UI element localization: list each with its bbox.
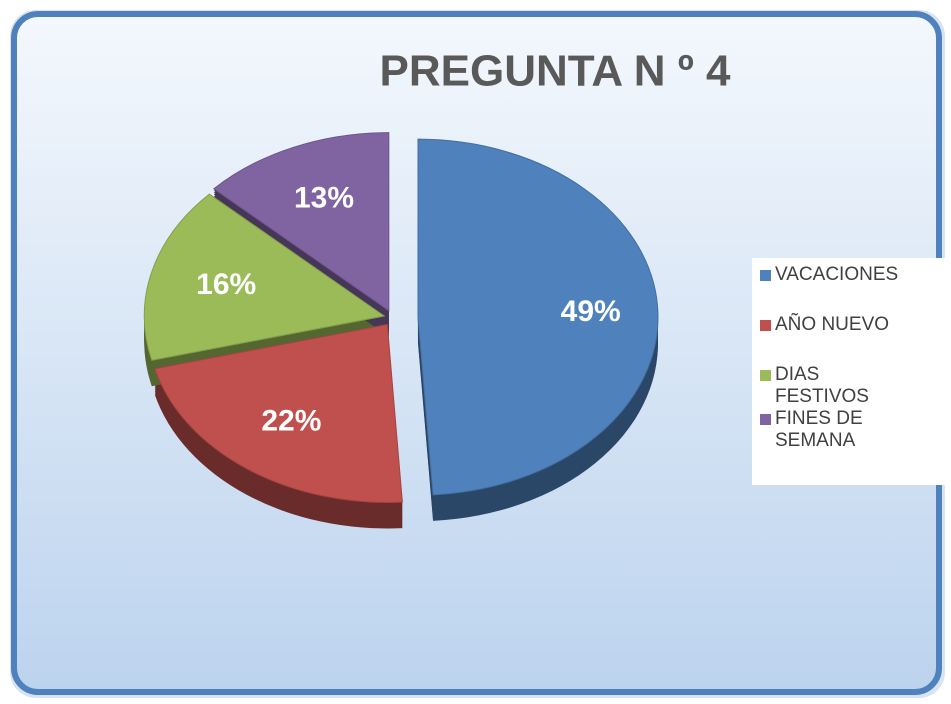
legend-item: VACACIONES: [760, 264, 947, 286]
pie-slice: [417, 138, 659, 496]
pie-slice: [213, 132, 390, 312]
legend-swatch: [760, 370, 771, 381]
legend-swatch: [760, 414, 771, 425]
data-label: 49%: [561, 295, 621, 328]
pie-slice: [154, 323, 403, 503]
legend-swatch: [760, 270, 771, 281]
legend-label: AÑO NUEVO: [775, 314, 890, 335]
data-label: 22%: [261, 404, 321, 437]
data-label: 16%: [196, 268, 256, 301]
data-label: 13%: [294, 181, 354, 214]
legend-swatch: [760, 320, 771, 331]
legend-item: AÑO NUEVO: [760, 314, 947, 336]
legend-item: FINES DE SEMANA: [760, 408, 947, 452]
legend-label: VACACIONES: [775, 264, 899, 285]
legend-label: DIAS FESTIVOS: [775, 364, 869, 407]
legend-label: FINES DE SEMANA: [775, 408, 863, 451]
chart-title: PREGUNTA N º 4: [380, 47, 732, 96]
legend-item: DIAS FESTIVOS: [760, 364, 947, 408]
legend: VACACIONES AÑO NUEVO DIAS FESTIVOS FINES DE…: [752, 258, 951, 485]
pie-slice: [143, 193, 386, 361]
